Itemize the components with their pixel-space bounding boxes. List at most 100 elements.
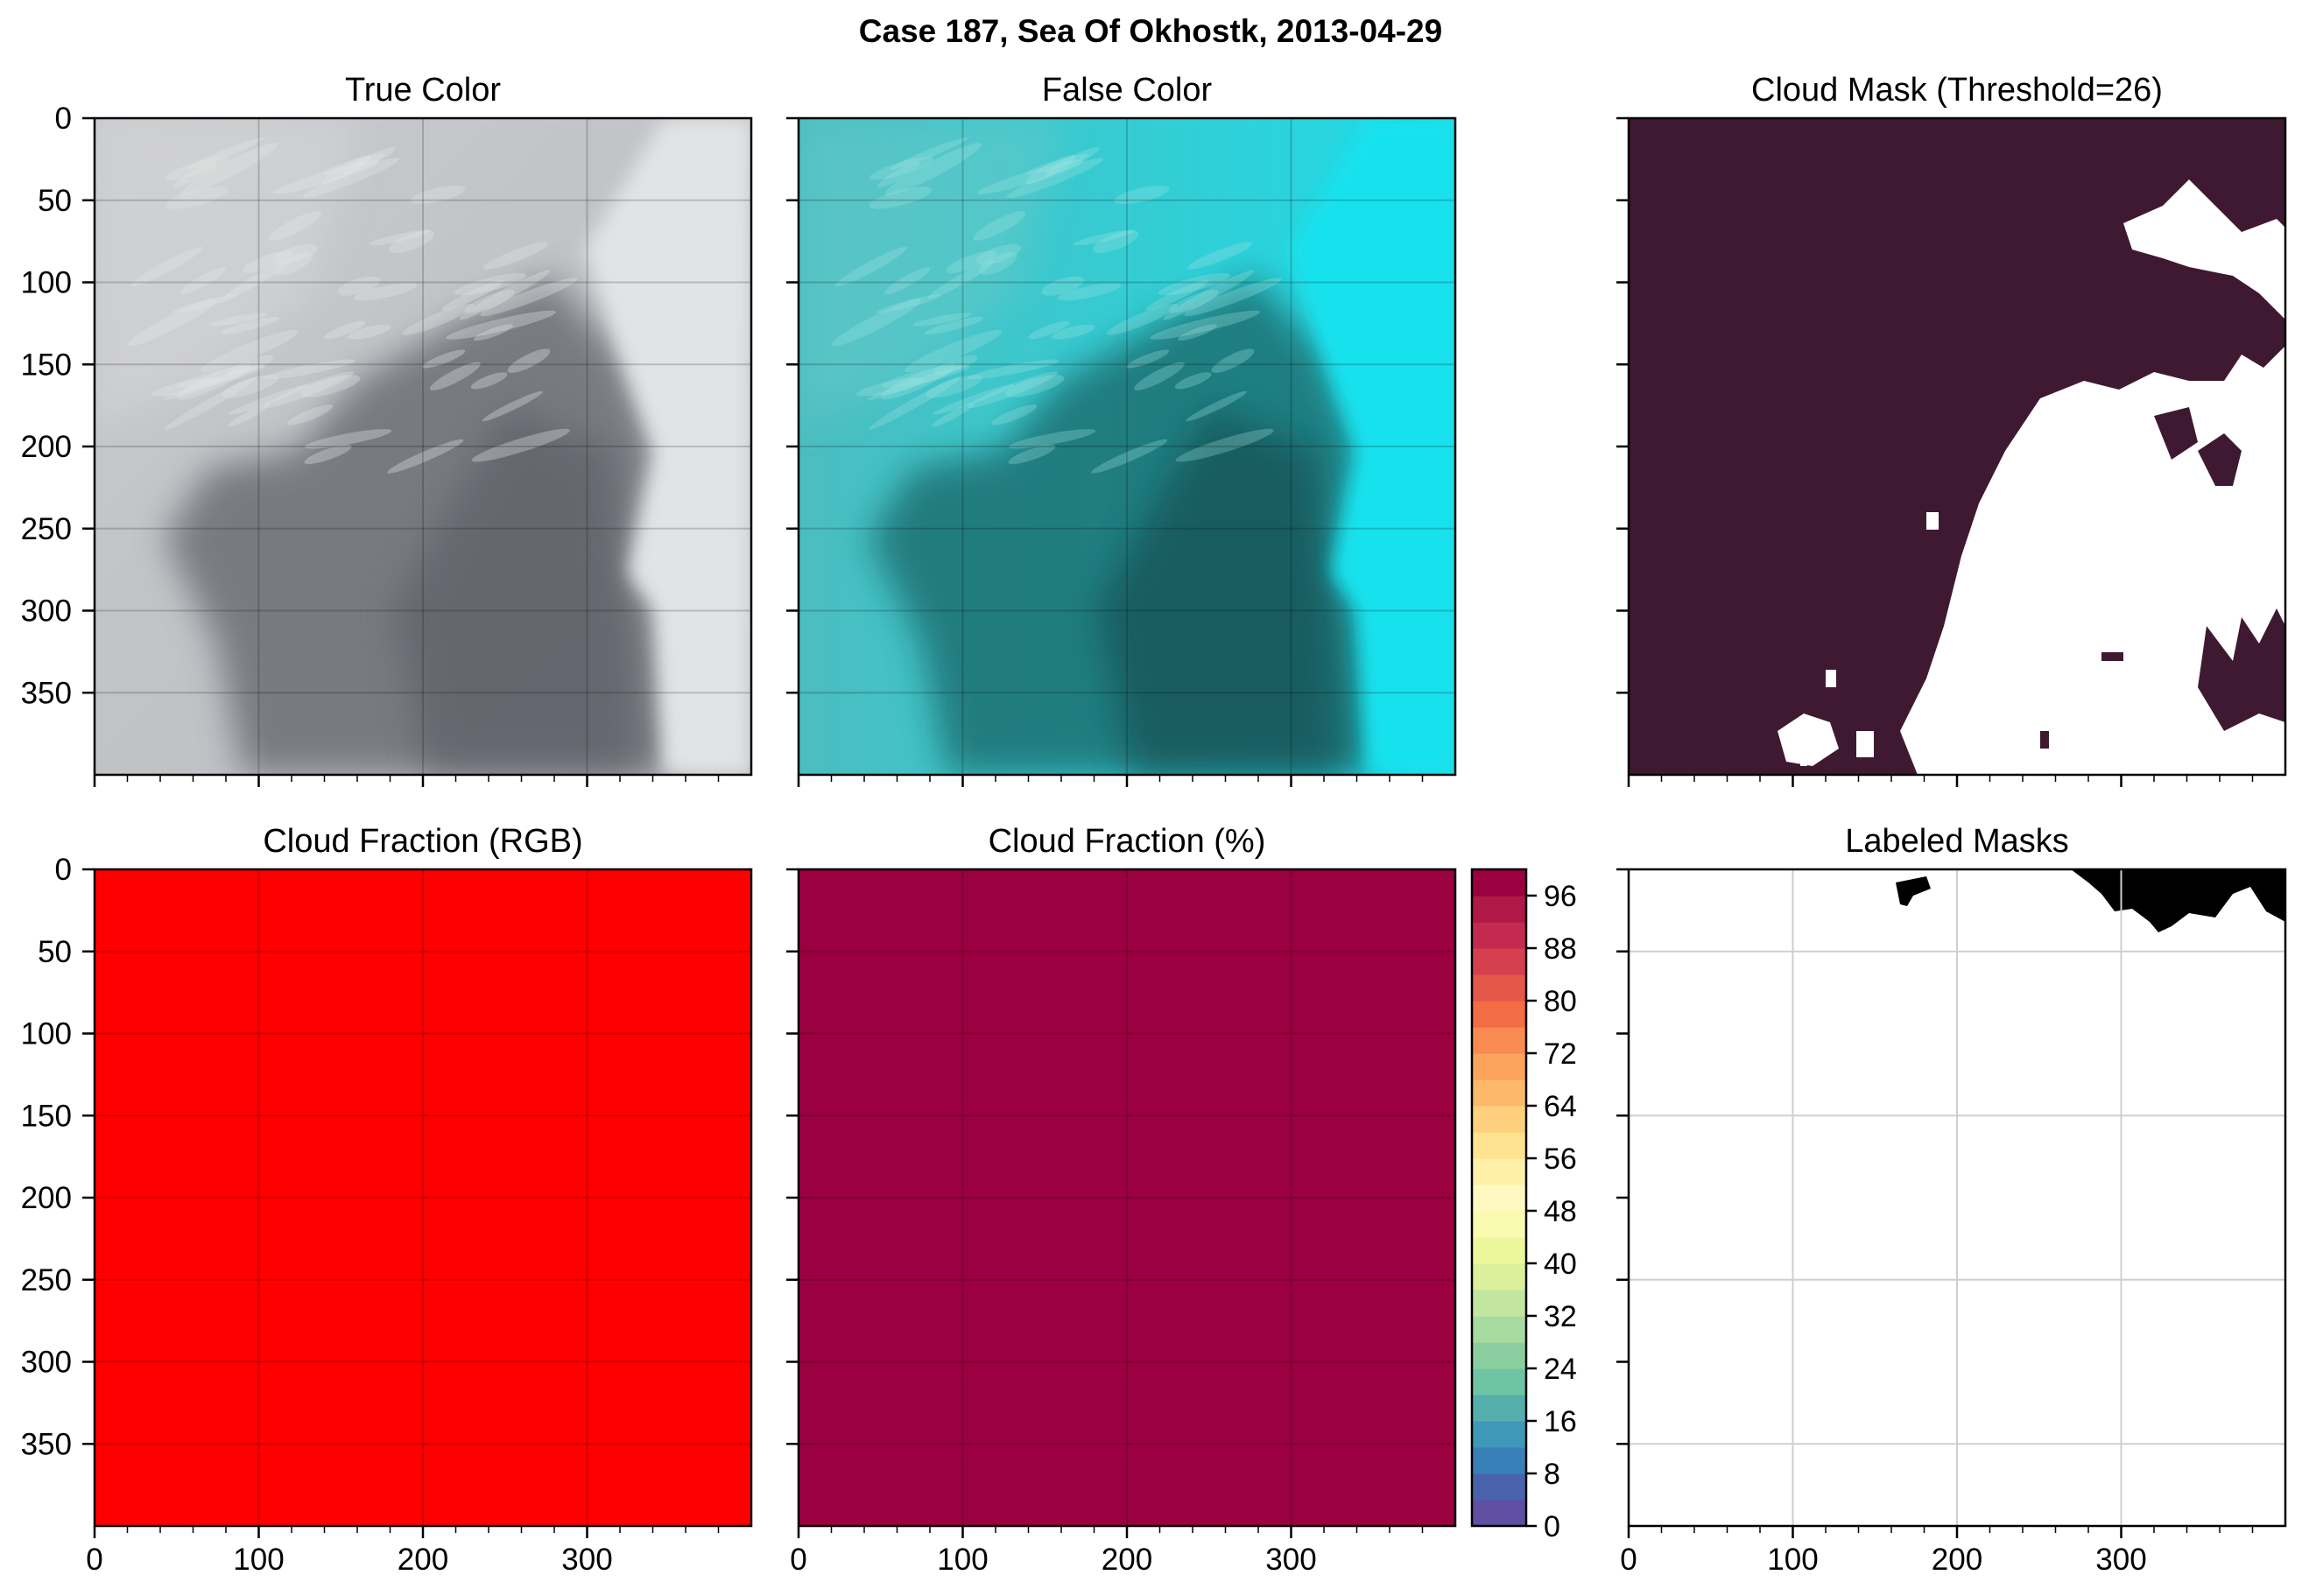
colorbar-level: [1472, 1473, 1526, 1501]
cloud-streak: [474, 324, 513, 341]
colorbar-tick-label: 40: [1544, 1248, 1577, 1281]
cloud-streak: [1184, 278, 1282, 317]
cloud-streak: [302, 158, 400, 199]
x-tick-label: 200: [1102, 1543, 1152, 1577]
cloud-streak: [130, 246, 203, 287]
cloud-streak: [967, 371, 1058, 409]
colorbar-tick-label: 8: [1544, 1458, 1560, 1491]
cloud-streak: [483, 242, 549, 270]
cloud-streak: [223, 261, 290, 299]
cloud-streak: [165, 186, 229, 209]
cloud-streak: [876, 294, 942, 313]
y-tick-label: 0: [55, 102, 72, 136]
cloud-streak: [1114, 185, 1170, 204]
cloud-streak: [454, 272, 527, 296]
y-tick-label: 200: [21, 1181, 72, 1215]
cloud-streak: [402, 303, 474, 335]
colorbar-level: [1472, 1211, 1526, 1238]
x-tick-label: 300: [1265, 1543, 1316, 1577]
colorbar-tick-label: 56: [1544, 1143, 1577, 1176]
cloud-streak: [1004, 375, 1065, 397]
cloud-streak: [322, 153, 385, 175]
colorbar-level: [1472, 974, 1526, 1002]
cloud-streak: [422, 349, 466, 369]
x-tick-label: 100: [1767, 1543, 1818, 1577]
cloud-streak: [471, 428, 570, 462]
colorbar-tick-label: 48: [1544, 1195, 1577, 1228]
true-color-image: [95, 118, 751, 775]
cloud-streak: [446, 310, 557, 340]
cloud-streak: [470, 372, 508, 390]
y-tick-label: 100: [21, 266, 72, 300]
cloud-streak: [834, 246, 907, 287]
cloud-streak: [1073, 229, 1135, 246]
cloud-streak: [263, 371, 354, 409]
y-tick-label: 350: [21, 1427, 72, 1461]
cloud-fraction-rgb-fill: [95, 869, 751, 1526]
cloud-streak: [176, 362, 251, 400]
y-tick-label: 150: [21, 348, 72, 382]
y-tick-label: 0: [55, 853, 72, 887]
cloud-streak: [976, 159, 1084, 194]
cloud-streak: [855, 377, 926, 397]
x-tick-label: 300: [561, 1543, 612, 1577]
cloud-streak: [271, 243, 318, 265]
axes-false-color: False Color: [786, 72, 1457, 787]
colorbar-tick-label: 24: [1544, 1353, 1577, 1386]
colorbar-level: [1472, 948, 1526, 975]
cloud-streak: [347, 324, 391, 340]
cloud-streak: [222, 375, 278, 398]
colorbar-level: [1472, 1158, 1526, 1185]
cloud-streak: [884, 143, 982, 195]
axes-cloud-fraction: Cloud Fraction (%) 0 100 200 300: [786, 823, 1457, 1577]
cloud-streak: [429, 362, 481, 390]
colorbar-level: [1472, 1290, 1526, 1317]
cloud-streak: [228, 403, 271, 427]
y-tick-label: 350: [21, 676, 72, 710]
colorbar-frame: [1470, 868, 1528, 1528]
cloud-streak: [507, 348, 551, 373]
figure-title: Case 187, Sea Of Okhostk, 2013-04-29: [859, 13, 1442, 49]
cloud-streak: [1091, 439, 1168, 474]
cloud-streak: [1008, 429, 1096, 449]
colorbar-tick-label: 0: [1544, 1510, 1560, 1543]
cloud-streak: [1150, 310, 1261, 340]
colorbar-level: [1472, 896, 1526, 923]
cloud-streak: [876, 161, 921, 188]
cloud-streak: [269, 211, 322, 241]
cloud-streak: [1158, 272, 1231, 296]
y-tick-label: 150: [21, 1099, 72, 1133]
axes-true-color: True Color 0 50 100 150 200 250 300 350: [21, 72, 753, 787]
cloud-streak: [905, 329, 1003, 373]
cloud-streak: [881, 364, 970, 388]
colorbar: 0 8 16 24 32 40 48 56 64 72 80 88 96: [1470, 868, 1577, 1543]
cloud-streak: [1093, 230, 1139, 254]
cloud-streak: [228, 383, 311, 415]
cloud-streak: [1175, 428, 1274, 462]
colorbar-level: [1472, 1368, 1526, 1396]
cloud-streak: [1006, 158, 1104, 199]
colorbar-tick-label: 32: [1544, 1300, 1577, 1333]
cloud-streak: [1041, 276, 1085, 296]
cloud-streak: [151, 377, 222, 397]
cloud-streak: [869, 156, 934, 180]
cloud-streak: [1186, 390, 1248, 422]
cloud-streak: [890, 137, 968, 170]
colorbar-level: [1472, 1263, 1526, 1290]
cloud-streak: [480, 278, 578, 317]
colorbar-tick-label: 88: [1544, 932, 1577, 966]
colorbar-level: [1472, 869, 1526, 896]
y-tick-label: 300: [21, 1346, 72, 1380]
cloud-streak: [300, 375, 361, 397]
cloud-streak: [201, 329, 299, 373]
cloud-streak: [172, 161, 217, 188]
x-tick-label: 0: [1620, 1543, 1637, 1577]
cloud-streak: [932, 383, 1015, 415]
cloud-streak: [264, 359, 356, 380]
cloud-streak: [1008, 445, 1056, 464]
cloud-streak: [1126, 349, 1170, 369]
colorbar-tick-label: 80: [1544, 985, 1577, 1018]
colorbar-tick-label: 64: [1544, 1090, 1577, 1123]
cloud-streak: [1168, 290, 1219, 313]
panel-title: True Color: [345, 72, 501, 109]
